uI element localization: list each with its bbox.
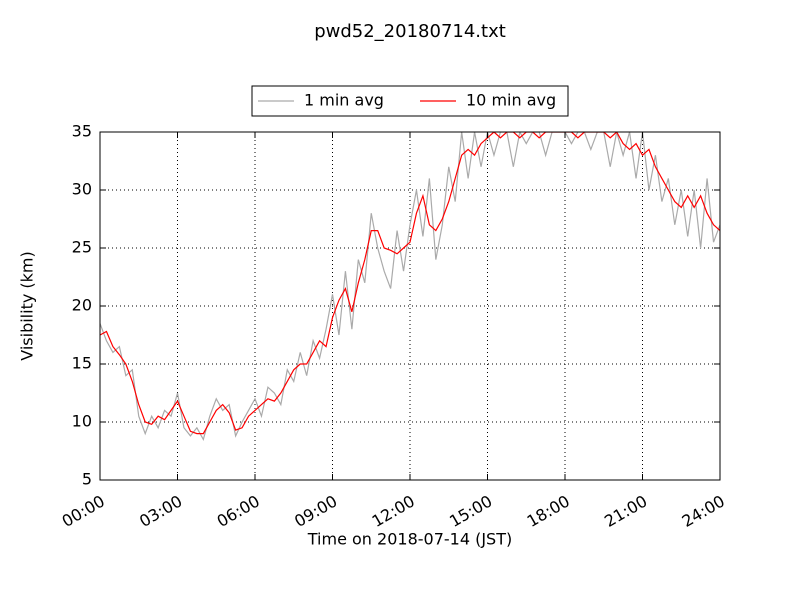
y-tick-label: 30 xyxy=(72,180,92,199)
plot-area xyxy=(100,132,720,441)
x-axis-label: Time on 2018-07-14 (JST) xyxy=(307,530,512,549)
y-tick-label: 5 xyxy=(82,470,92,489)
y-tick-label: 10 xyxy=(72,412,92,431)
y-tick-label: 25 xyxy=(72,238,92,257)
y-tick-label: 35 xyxy=(72,122,92,141)
legend-label: 10 min avg xyxy=(466,91,556,110)
y-tick-label: 20 xyxy=(72,296,92,315)
chart-title: pwd52_20180714.txt xyxy=(314,21,506,42)
y-tick-label: 15 xyxy=(72,354,92,373)
legend-box xyxy=(251,85,569,117)
series-line xyxy=(100,132,720,435)
series-line xyxy=(100,132,720,441)
legend: 1 min avg 10 min avg xyxy=(251,85,569,117)
y-axis-label: Visibility (km) xyxy=(18,251,37,360)
legend-label: 1 min avg xyxy=(304,91,384,110)
